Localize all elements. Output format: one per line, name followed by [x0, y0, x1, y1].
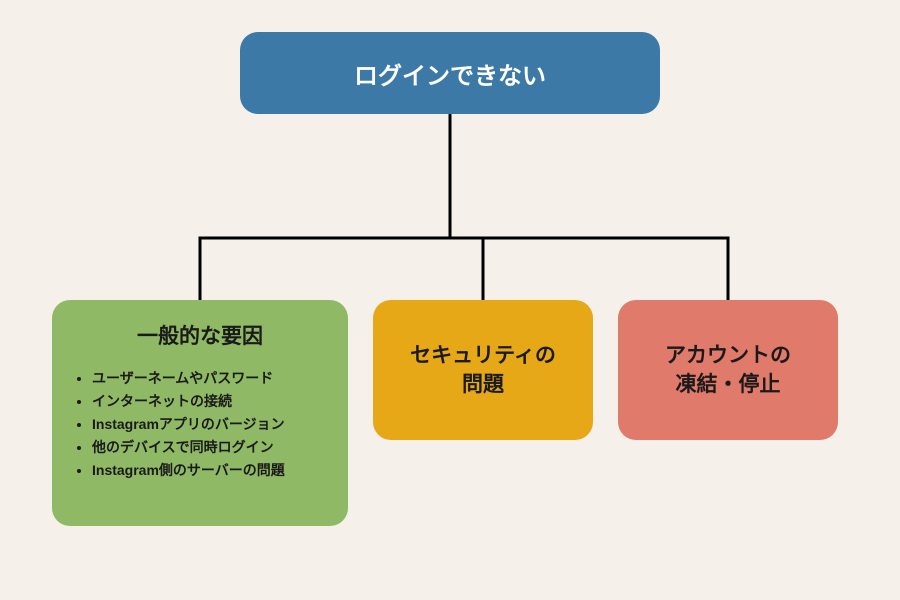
root-label: ログインできない: [354, 56, 546, 91]
root-node: ログインできない: [240, 32, 660, 114]
bullet-item: Instagramアプリのバージョン: [92, 414, 330, 434]
child-node-general: 一般的な要因ユーザーネームやパスワードインターネットの接続 Instagramアプ…: [52, 300, 348, 526]
bullet-item: Instagram側のサーバーの問題: [92, 460, 330, 480]
bullet-item: インターネットの接続: [92, 391, 330, 411]
child-title-account: アカウントの凍結・停止: [665, 341, 791, 400]
child-title-security: セキュリティの問題: [410, 341, 556, 400]
child-node-security: セキュリティの問題: [373, 300, 593, 440]
bullet-item: 他のデバイスで同時ログイン: [92, 437, 330, 457]
child-title-general: 一般的な要因: [70, 322, 330, 351]
child-node-account: アカウントの凍結・停止: [618, 300, 838, 440]
child-bullets-general: ユーザーネームやパスワードインターネットの接続 Instagramアプリのバージョ…: [70, 365, 330, 483]
bullet-item: ユーザーネームやパスワード: [92, 368, 330, 388]
